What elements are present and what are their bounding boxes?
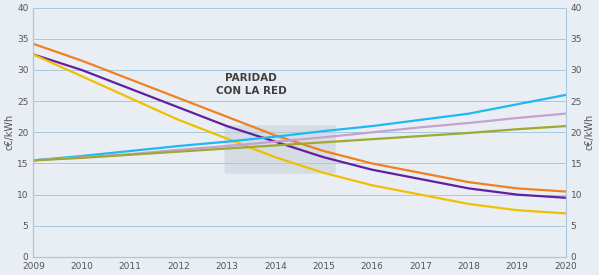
Text: PARIDAD
CON LA RED: PARIDAD CON LA RED (216, 73, 286, 95)
Y-axis label: c€/kWh: c€/kWh (585, 114, 595, 150)
FancyBboxPatch shape (225, 125, 336, 174)
Y-axis label: c€/kWh: c€/kWh (4, 114, 14, 150)
